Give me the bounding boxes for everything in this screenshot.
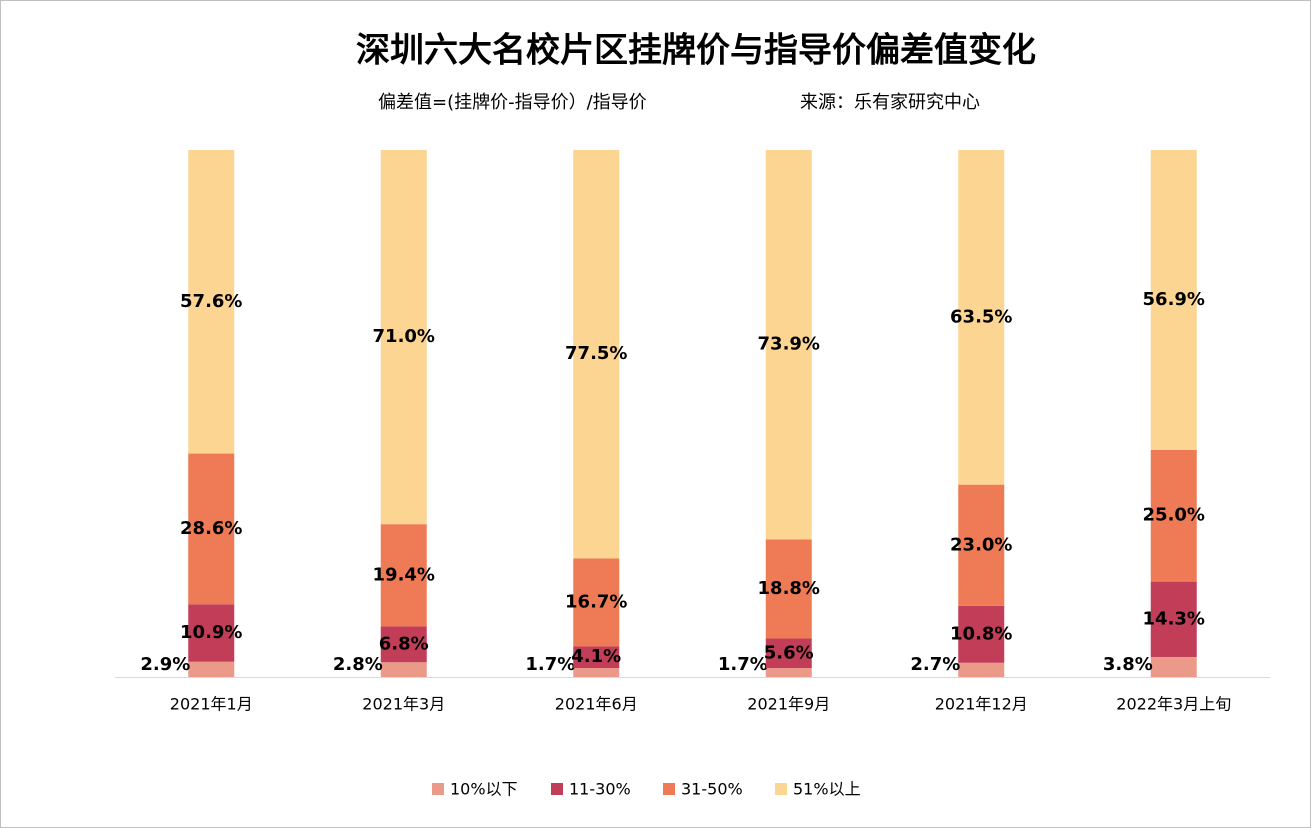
bar-segment (188, 661, 235, 677)
bar-segment (1150, 581, 1197, 657)
bar-segment (380, 626, 427, 663)
legend-label: 31-50% (681, 780, 743, 799)
data-label: 10.8% (950, 623, 1012, 644)
legend-label: 11-30% (569, 780, 631, 799)
x-tick-label: 2021年12月 (935, 695, 1028, 714)
bar-segment (380, 662, 427, 677)
data-label: 1.7% (718, 654, 768, 675)
data-label: 18.8% (758, 578, 820, 599)
legend-swatch (775, 783, 787, 795)
data-label: 71.0% (373, 326, 435, 347)
x-tick-label: 2021年9月 (747, 695, 830, 714)
data-label: 6.8% (379, 633, 429, 654)
data-label: 2.9% (140, 654, 190, 675)
bar-segment (1150, 656, 1197, 677)
data-label: 2.7% (910, 654, 960, 675)
bar-segment (573, 668, 620, 677)
bar-segment (1150, 150, 1197, 450)
legend-label: 10%以下 (450, 780, 518, 799)
bar-segment (1150, 449, 1197, 582)
chart-title: 深圳六大名校片区挂牌价与指导价偏差值变化 (356, 31, 1036, 71)
bar-segment (380, 524, 427, 627)
bar-segment (958, 662, 1005, 677)
bar-segment (188, 150, 235, 454)
legend-label: 51%以上 (793, 780, 861, 799)
data-label: 4.1% (571, 646, 621, 667)
data-label: 63.5% (950, 306, 1012, 327)
data-label: 5.6% (764, 642, 814, 663)
x-tick-label: 2021年1月 (170, 695, 253, 714)
data-label: 25.0% (1143, 505, 1205, 526)
data-label: 14.3% (1143, 608, 1205, 629)
data-label: 73.9% (758, 334, 820, 355)
bar-segment (958, 605, 1005, 663)
data-label: 56.9% (1143, 289, 1205, 310)
data-label: 1.7% (525, 654, 575, 675)
bar-segment (573, 558, 620, 647)
bar-segment (573, 646, 620, 669)
data-label: 3.8% (1103, 654, 1153, 675)
legend-swatch (432, 783, 444, 795)
bar-segment (765, 638, 812, 669)
chart-source: 来源：乐有家研究中心 (800, 92, 980, 113)
data-label: 23.0% (950, 534, 1012, 555)
data-label: 57.6% (180, 291, 242, 312)
bar-segment (573, 150, 620, 559)
bar-segment (188, 453, 235, 605)
bar-segment (765, 150, 812, 540)
bar-segment (958, 150, 1005, 485)
data-label: 19.4% (373, 564, 435, 585)
data-label: 77.5% (565, 343, 627, 364)
x-tick-label: 2021年3月 (362, 695, 445, 714)
bar-segment (765, 668, 812, 677)
data-label: 10.9% (180, 622, 242, 643)
data-label: 28.6% (180, 518, 242, 539)
legend-swatch (663, 783, 675, 795)
data-label: 16.7% (565, 591, 627, 612)
bar-segment (958, 484, 1005, 606)
x-tick-label: 2022年3月上旬 (1116, 695, 1231, 714)
bar-segment (188, 604, 235, 662)
bar-segment (380, 150, 427, 525)
legend-swatch (551, 783, 563, 795)
data-label: 2.8% (333, 654, 383, 675)
x-tick-label: 2021年6月 (555, 695, 638, 714)
chart-subtitle: 偏差值=(挂牌价-指导价）/指导价 (378, 92, 647, 113)
bar-segment (765, 539, 812, 639)
